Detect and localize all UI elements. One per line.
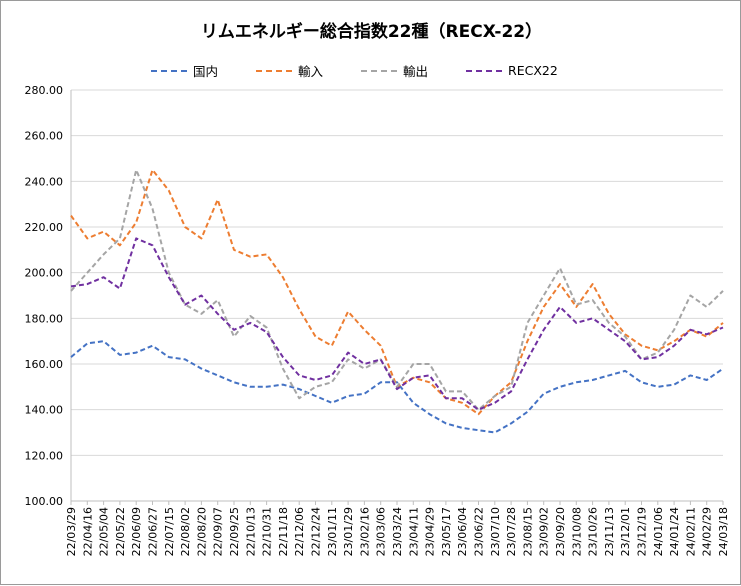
legend-label-domestic: 国内 — [193, 64, 219, 79]
x-tick-label: 23/11/13 — [603, 507, 616, 556]
x-tick-label: 23/06/22 — [473, 507, 486, 556]
y-tick-label: 180.00 — [25, 312, 64, 325]
x-tick-label: 23/07/10 — [489, 507, 502, 556]
x-tick-label: 23/02/16 — [358, 507, 371, 556]
x-tick-label: 22/04/16 — [81, 507, 94, 556]
x-tick-label: 24/02/11 — [684, 507, 697, 556]
y-tick-label: 240.00 — [25, 175, 64, 188]
series-line-2 — [70, 168, 724, 411]
legend-item-export: 輸出 — [361, 61, 428, 80]
x-tick-label: 22/07/15 — [163, 507, 176, 556]
x-tick-label: 22/12/24 — [310, 507, 323, 556]
x-tick-label: 23/01/11 — [326, 507, 339, 556]
x-tick-label: 23/03/06 — [375, 507, 388, 556]
x-tick-label: 22/08/20 — [195, 507, 208, 556]
x-tick-label: 23/12/01 — [619, 507, 632, 556]
x-tick-label: 23/12/19 — [636, 507, 649, 556]
chart-title: リムエネルギー総合指数22種（RECX-22） — [200, 22, 543, 42]
x-tick-label: 23/10/08 — [570, 507, 583, 556]
y-tick-label: 160.00 — [25, 358, 64, 371]
series-line-3 — [70, 237, 724, 411]
x-tick-label: 23/04/29 — [424, 507, 437, 556]
x-tick-label: 23/06/04 — [456, 507, 469, 556]
y-tick-label: 140.00 — [25, 404, 64, 417]
legend-swatch-domestic — [151, 69, 187, 72]
y-tick-label: 280.00 — [25, 84, 64, 97]
x-tick-label: 23/01/29 — [342, 507, 355, 556]
x-tick-label: 23/07/28 — [505, 507, 518, 556]
series-line-0 — [70, 340, 724, 434]
x-tick-label: 22/06/09 — [130, 507, 143, 556]
x-tick-label: 24/03/18 — [717, 507, 730, 556]
x-tick-label: 23/08/15 — [521, 507, 534, 556]
legend-swatch-import — [256, 69, 293, 72]
legend-label-export: 輸出 — [403, 64, 429, 79]
x-tick-label: 22/10/31 — [261, 507, 274, 556]
y-tick-label: 260.00 — [25, 130, 64, 143]
x-tick-label: 23/10/26 — [587, 507, 600, 556]
legend-item-recx22: RECX22 — [466, 61, 558, 80]
x-tick-label: 23/04/11 — [407, 507, 420, 556]
y-tick-label: 100.00 — [25, 495, 64, 508]
x-tick-label: 24/02/29 — [701, 507, 714, 556]
x-tick-label: 22/06/27 — [147, 507, 160, 556]
series-line-1 — [70, 168, 724, 416]
x-tick-label: 23/09/20 — [554, 507, 567, 556]
x-tick-label: 22/09/25 — [228, 507, 241, 556]
x-tick-label: 24/01/24 — [668, 507, 681, 556]
legend-item-import: 輸入 — [256, 61, 323, 80]
y-tick-label: 220.00 — [25, 221, 64, 234]
x-tick-label: 24/01/06 — [652, 507, 665, 556]
x-tick-label: 22/03/29 — [65, 507, 78, 556]
x-tick-label: 22/10/13 — [244, 507, 257, 556]
x-tick-label: 22/05/22 — [114, 507, 127, 556]
legend-swatch-export — [361, 69, 398, 72]
x-tick-label: 22/12/06 — [293, 507, 306, 556]
legend-swatch-recx22 — [466, 69, 503, 72]
x-tick-label: 22/11/18 — [277, 507, 290, 556]
x-tick-label: 23/03/24 — [391, 507, 404, 556]
y-tick-label: 120.00 — [25, 449, 64, 462]
legend-label-import: 輸入 — [298, 64, 324, 79]
y-tick-label: 200.00 — [25, 267, 64, 280]
x-tick-label: 22/09/07 — [212, 507, 225, 556]
legend-label-recx22: RECX22 — [508, 63, 558, 78]
x-tick-label: 23/09/02 — [538, 507, 551, 556]
x-tick-label: 23/05/17 — [440, 507, 453, 556]
legend-item-domestic: 国内 — [151, 61, 218, 80]
legend: 国内 輸入 輸出 RECX22 — [151, 61, 596, 80]
x-tick-label: 22/08/02 — [179, 507, 192, 556]
x-tick-label: 22/05/04 — [98, 507, 111, 556]
